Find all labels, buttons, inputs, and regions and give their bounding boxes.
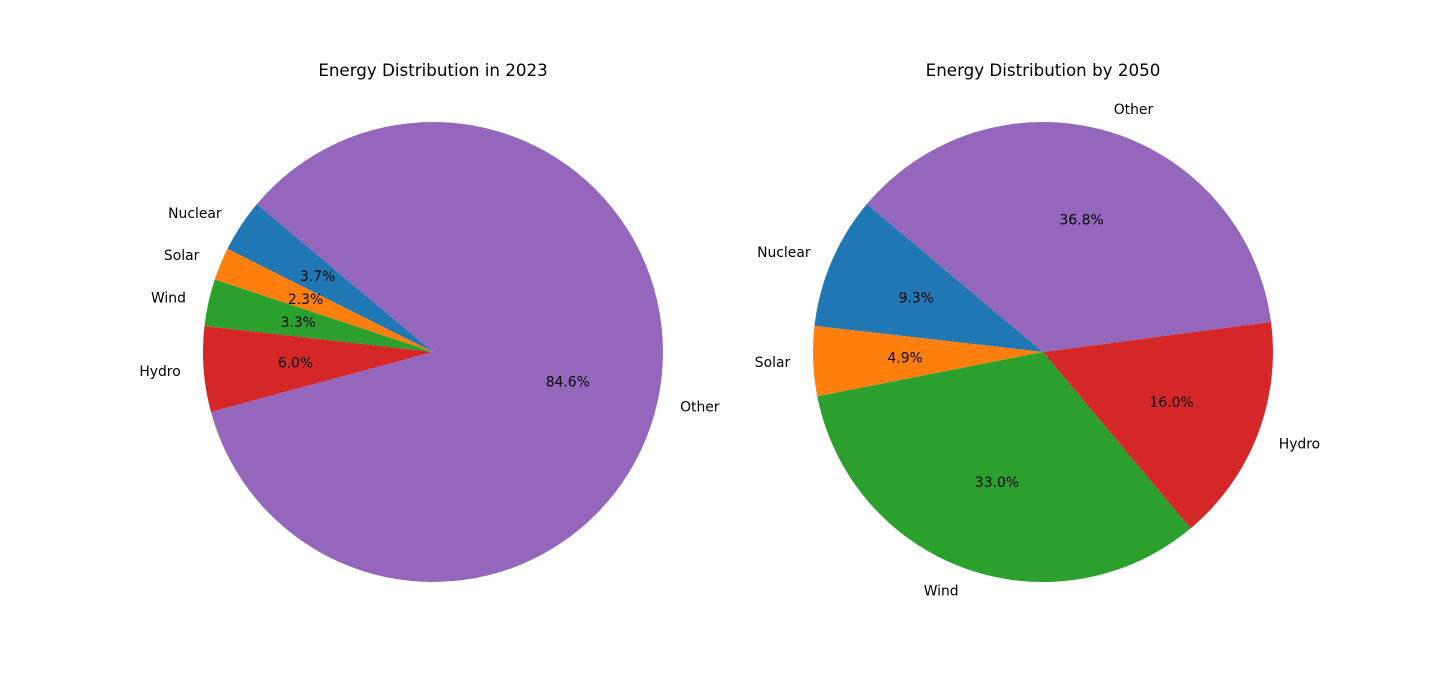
pct-label-solar: 4.9% (887, 350, 922, 366)
pie-slice-solar (813, 325, 1043, 397)
slice-label-solar: Solar (755, 355, 791, 371)
slice-label-nuclear: Nuclear (757, 245, 811, 261)
pct-label-hydro: 16.0% (1150, 395, 1194, 411)
chart-title-2023: Energy Distribution in 2023 (318, 59, 548, 80)
pie-slice-solar (214, 248, 433, 352)
pct-label-hydro: 6.0% (278, 355, 313, 371)
slice-label-other: Other (680, 399, 720, 415)
pie-slice-nuclear (227, 204, 433, 352)
pct-label-nuclear: 3.7% (300, 269, 335, 285)
pie-slice-other (210, 121, 664, 582)
slice-label-nuclear: Nuclear (168, 206, 222, 222)
pie-chart-2023: 3.7% Nuclear 2.3% Solar 3.3% Wind 6.0% Hydro 84.… (139, 121, 720, 582)
pct-label-other: 84.6% (546, 375, 590, 391)
pie-slice-wind (817, 352, 1191, 582)
slice-label-hydro: Hydro (1279, 437, 1320, 453)
chart-title-2050: Energy Distribution by 2050 (925, 59, 1161, 80)
pie-slice-hydro (1043, 321, 1273, 529)
pie-slice-nuclear (814, 204, 1043, 352)
slice-label-hydro: Hydro (139, 364, 180, 380)
pct-label-nuclear: 9.3% (899, 290, 934, 306)
pct-label-wind: 3.3% (281, 315, 316, 331)
slice-label-wind: Wind (924, 583, 959, 599)
pie-slice-wind (204, 279, 433, 352)
pct-label-other: 36.8% (1060, 212, 1104, 228)
pie-chart-2050: 9.3% Nuclear 4.9% Solar 33.0% Wind 16.0% Hydro 3… (755, 102, 1320, 599)
pct-label-wind: 33.0% (975, 475, 1019, 491)
slice-label-other: Other (1114, 102, 1154, 118)
pie-slice-other (866, 122, 1272, 352)
pie-slice-hydro (202, 326, 433, 413)
pct-label-solar: 2.3% (288, 292, 323, 308)
slice-label-wind: Wind (151, 290, 186, 306)
slice-label-solar: Solar (164, 248, 200, 264)
